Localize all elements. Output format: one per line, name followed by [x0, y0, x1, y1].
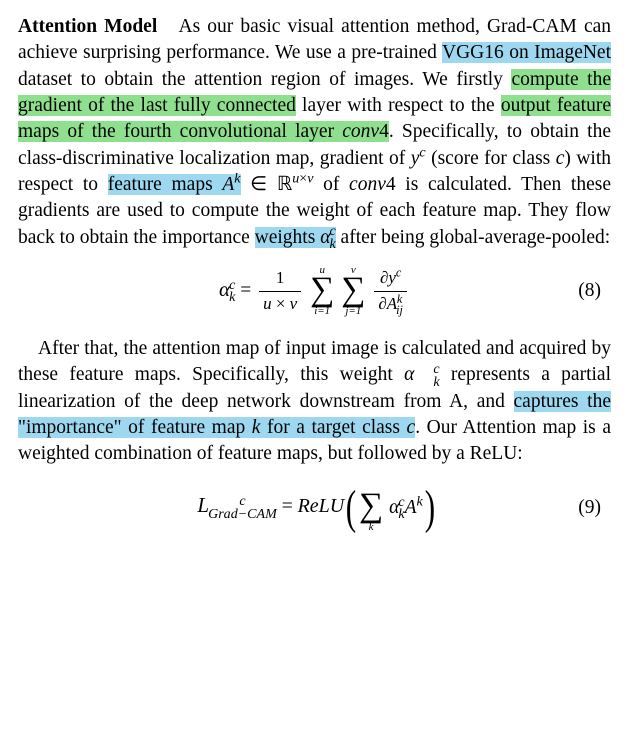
lparen: (: [346, 489, 356, 527]
equation-number: (8): [578, 278, 601, 304]
sub-gradcam: Grad−CAM: [208, 508, 277, 521]
rparen: ): [424, 489, 434, 527]
section-title: Attention Model: [18, 16, 157, 37]
sum-j: v ∑ j=1: [341, 265, 365, 318]
partial: ∂: [378, 294, 386, 313]
text: layer with respect to the: [296, 95, 501, 116]
equation-8: αck = 1 u × v u ∑ i=1 v ∑ j=1 ∂yc ∂Akij …: [18, 265, 611, 318]
denominator: ∂Akij: [374, 292, 407, 316]
var-c: c: [407, 417, 416, 438]
highlight-weights: weights αck: [255, 227, 336, 248]
highlight-vgg16: VGG16 on ImageNet: [442, 42, 611, 63]
supsub: ck: [413, 363, 439, 388]
v: v: [290, 294, 298, 313]
conv-var: conv: [342, 121, 379, 142]
exponent-uv: u×v: [292, 170, 313, 186]
sum-symbol: ∑: [341, 276, 365, 305]
equation-8-body: αck = 1 u × v u ∑ i=1 v ∑ j=1 ∂yc ∂Akij: [18, 265, 611, 318]
real-set: ℝ: [277, 174, 292, 195]
text: for a target class: [260, 417, 406, 438]
supsub: ck: [229, 279, 235, 304]
sub-k: k: [229, 291, 235, 304]
supsub: cGrad−CAM: [208, 495, 277, 520]
sup-c: c: [396, 265, 401, 279]
times: ×: [272, 294, 290, 313]
fraction-2: ∂yc ∂Akij: [374, 267, 407, 316]
u: u: [263, 294, 272, 313]
equation-number: (9): [578, 495, 601, 521]
sub-ij: ij: [396, 305, 403, 316]
paragraph-1: Attention Model As our basic visual atte…: [18, 14, 611, 251]
text: dataset to obtain the atten­tion region …: [18, 69, 511, 90]
text: after being global-average-pooled:: [336, 227, 611, 248]
sup-k: k: [417, 493, 423, 509]
equation-9: LcGrad−CAM = ReLU ( ∑ k αckAk ) (9): [18, 481, 611, 534]
conv-num: 4: [386, 174, 396, 195]
A: A: [405, 497, 417, 518]
highlight-feature-maps: feature maps Ak: [108, 174, 241, 195]
var-A: A: [222, 174, 234, 195]
sum-i: u ∑ i=1: [310, 265, 334, 318]
conv-num: 4: [379, 121, 389, 142]
paragraph-2: After that, the attention map of input i…: [18, 336, 611, 468]
sum-symbol: ∑: [310, 276, 334, 305]
denominator: u × v: [259, 292, 301, 316]
equals: =: [240, 280, 256, 301]
equals: =: [282, 496, 298, 517]
text: of: [313, 174, 349, 195]
numerator: 1: [259, 267, 301, 292]
fraction-1: 1 u × v: [259, 267, 301, 316]
supsub: kij: [396, 294, 403, 316]
sum-symbol: ∑: [359, 492, 383, 521]
term: αckAk: [389, 497, 428, 518]
numerator: ∂yc: [374, 267, 407, 292]
text: feature maps: [108, 174, 223, 195]
sum-k: ∑ k: [359, 481, 383, 534]
conv-var: conv: [349, 174, 386, 195]
sub-k: k: [413, 376, 439, 389]
y: y: [388, 268, 396, 287]
text: ∈: [241, 174, 277, 195]
relu: ReLU: [298, 495, 345, 517]
text: weights: [255, 227, 321, 248]
equation-9-body: LcGrad−CAM = ReLU ( ∑ k αckAk ): [18, 481, 611, 534]
text: (score for class: [426, 148, 556, 169]
